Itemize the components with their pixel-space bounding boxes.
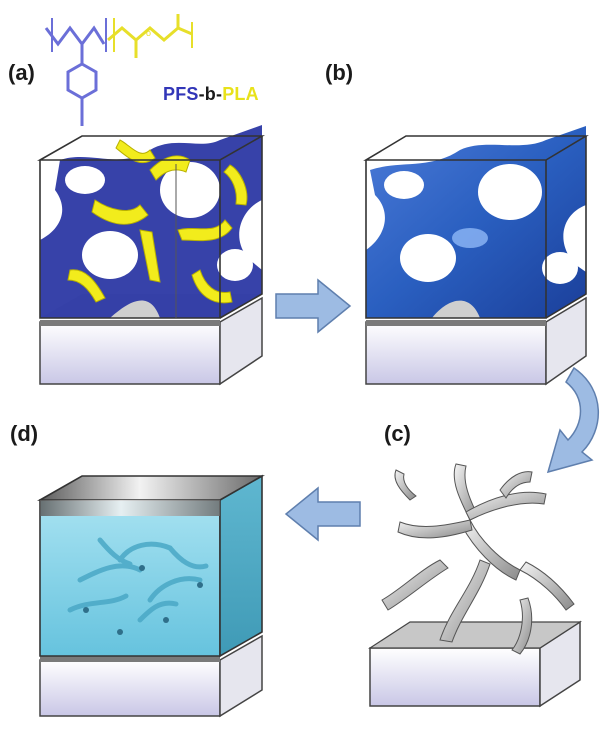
panel-b-void-2 xyxy=(400,234,456,282)
panel-a-void-1 xyxy=(160,162,220,218)
panel-a-void-2 xyxy=(82,231,138,279)
panel-a-void-3 xyxy=(217,249,253,281)
panel-d-substrate-front xyxy=(39,659,221,717)
panel-b-highlight xyxy=(452,228,488,248)
panel-c-struts xyxy=(381,463,575,655)
panel-b-cube xyxy=(363,126,589,386)
panel-d-network-nodes xyxy=(83,565,203,635)
panel-label-a: (a) xyxy=(8,60,35,85)
panel-label-c: (c) xyxy=(384,421,411,446)
panel-d-layer-line xyxy=(40,656,220,662)
polymer-name-pfs: PFS xyxy=(163,84,199,104)
panel-a-yellow-struts xyxy=(67,139,248,304)
chemical-structure: o xyxy=(44,14,193,126)
panel-b-box-back xyxy=(545,136,587,319)
panel-d-cube xyxy=(36,474,266,718)
right-arrow-icon xyxy=(275,278,352,334)
panel-a-box-edges xyxy=(39,160,221,319)
panel-c-substrate-front xyxy=(369,647,541,707)
pla-oxygen-atom: o xyxy=(146,28,151,38)
panel-b-layer-line xyxy=(366,320,546,326)
panel-d-side-face xyxy=(219,474,263,658)
panel-b-void-1 xyxy=(478,164,542,220)
polymer-name-separator: -b- xyxy=(198,84,223,104)
panel-b-blue-network xyxy=(366,126,586,318)
panel-c-template xyxy=(367,463,583,708)
polymer-name-pla: PLA xyxy=(222,84,259,104)
panel-a-substrate-front xyxy=(39,321,221,385)
panel-d-metal-rim-front xyxy=(40,500,220,516)
panel-a-box-back xyxy=(219,136,263,319)
curved-down-arrow-icon xyxy=(546,366,600,474)
pfs-backbone xyxy=(44,25,106,47)
panel-d-substrate-side xyxy=(219,634,263,718)
panel-a-void-4 xyxy=(65,166,105,194)
panel-a-layer-line xyxy=(40,320,220,326)
panel-a-substrate-side xyxy=(219,296,263,386)
panel-label-b: (b) xyxy=(325,60,354,85)
panel-b-void-3 xyxy=(542,252,578,284)
left-arrow-icon xyxy=(284,486,361,542)
panel-b-substrate-side xyxy=(545,296,587,386)
panel-b-box-edges xyxy=(365,160,547,319)
panel-label-d: (d) xyxy=(10,421,39,446)
polymer-name: PFS-b-PLA xyxy=(163,84,259,105)
panel-a-cube xyxy=(36,125,266,386)
panel-b-substrate-front xyxy=(365,321,547,385)
panel-b-void-4 xyxy=(384,171,424,199)
panel-d-embedded-network xyxy=(67,537,209,623)
benzene-ring xyxy=(66,62,98,100)
